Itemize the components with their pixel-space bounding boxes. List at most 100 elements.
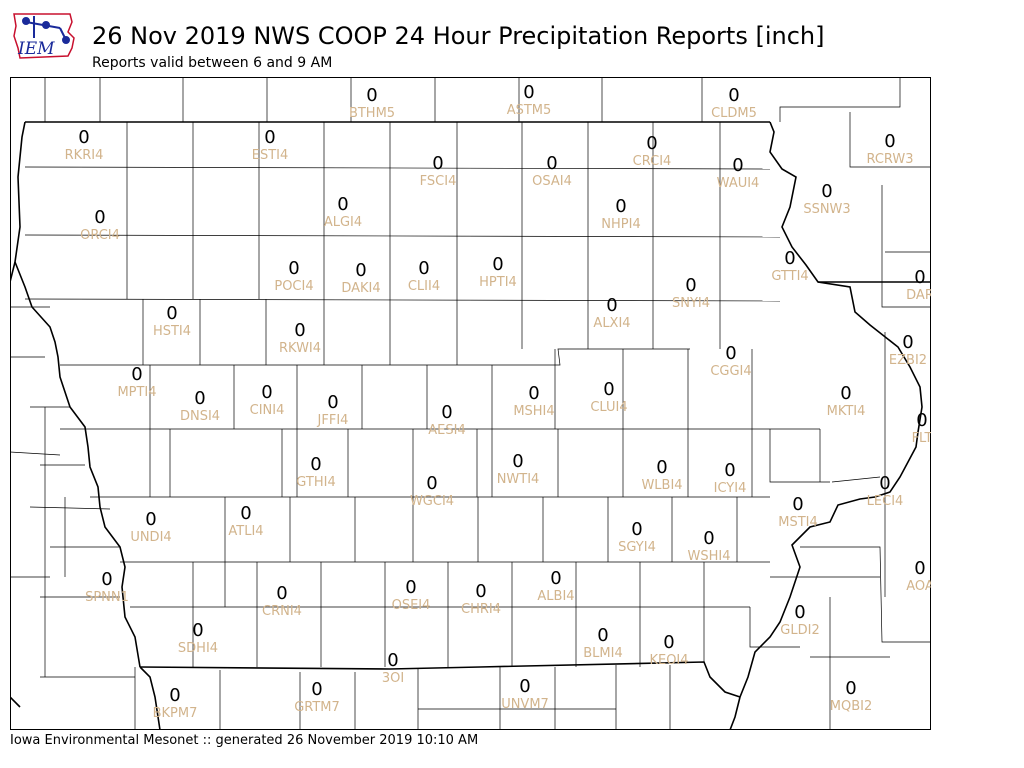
station-value: 0 [355,260,366,281]
station-id-label: MKTI4 [827,404,866,419]
station-value: 0 [426,473,437,494]
station-value: 0 [441,402,452,423]
station-value: 0 [546,153,557,174]
station-value: 0 [261,382,272,403]
station-id-label: BTHM5 [349,106,395,121]
station-id-label: KEOI4 [649,653,688,668]
station-value: 0 [884,131,895,152]
station-value: 0 [821,181,832,202]
station-value: 0 [475,581,486,602]
station-id-label: SDHI4 [178,641,218,656]
station-id-label: WLBI4 [641,478,682,493]
weather-station-icon [22,16,70,44]
station-value: 0 [264,127,275,148]
station-value: 0 [603,379,614,400]
station-id-label: CGGI4 [710,364,751,379]
station-value: 0 [169,685,180,706]
station-id-label: SGYI4 [618,540,656,555]
station-id-label: ALGI4 [324,215,362,230]
station-id-label: GRTM7 [294,700,340,715]
station-value: 0 [725,343,736,364]
station-value: 0 [845,678,856,699]
station-id-label: GTHI4 [296,475,335,490]
station-value: 0 [646,133,657,154]
station-id-label: AOA [906,579,931,594]
station-id-label: SPNN1 [85,590,129,605]
station-id-label: AESI4 [428,423,465,438]
map-panel[interactable]: 0 BTHM5 0 ASTM5 0 CLDM5 0 RKRI4 0 ESTI4 0 FSCI4 0 OSA… [10,77,931,730]
iowa-outline-logo [13,13,75,59]
footer-credit: Iowa Environmental Mesonet :: generated … [10,733,479,748]
station-id-label: FSCI4 [420,174,457,189]
station-id-label: MPTI4 [117,385,156,400]
state-borders [10,121,930,730]
station-id-label: CLUI4 [590,400,627,415]
station-value: 0 [276,583,287,604]
station-id-label: POCI4 [274,279,313,294]
station-value: 0 [337,194,348,215]
